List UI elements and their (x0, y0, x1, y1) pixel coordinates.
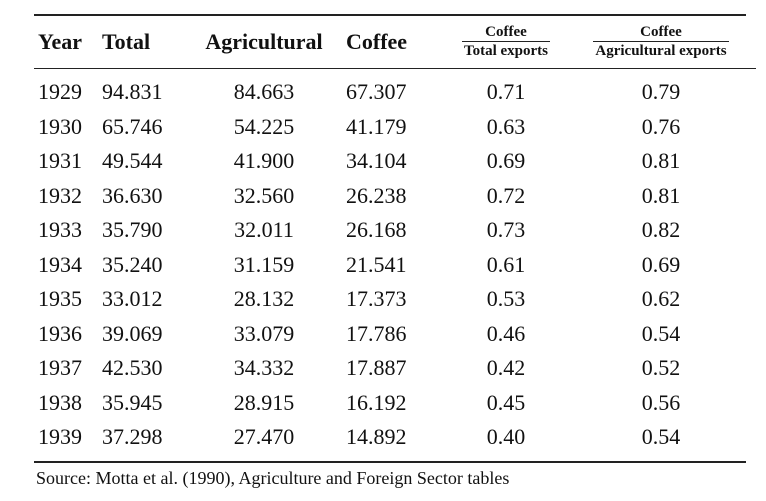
header-year: Year (38, 29, 82, 54)
cell-agricultural: 32.011 (234, 217, 294, 243)
cell-year: 1930 (38, 113, 82, 139)
fraction-coffee-agricultural: Coffee Agricultural exports (593, 23, 729, 59)
cell-coffee-total-ratio: 0.72 (486, 182, 526, 208)
cell-agricultural: 27.470 (233, 424, 295, 450)
table-row: 1937 42.530 34.332 17.887 0.42 0.52 (34, 351, 756, 386)
cell-coffee: 41.179 (346, 113, 407, 139)
cell-total: 94.831 (102, 79, 163, 105)
cell-total: 42.530 (102, 355, 163, 381)
cell-coffee-total-ratio: 0.40 (486, 424, 526, 450)
cell-coffee-agricultural-ratio: 0.79 (641, 79, 681, 105)
cell-coffee: 17.373 (346, 286, 407, 312)
table-row: 1930 65.746 54.225 41.179 0.63 0.76 (34, 110, 756, 145)
top-rule (34, 14, 746, 16)
table-row: 1938 35.945 28.915 16.192 0.45 0.56 (34, 386, 756, 421)
exports-table: Year Total Agricultural Coffee Coffee To… (34, 16, 756, 461)
cell-coffee-agricultural-ratio: 0.62 (641, 286, 681, 312)
cell-coffee: 17.786 (346, 320, 407, 346)
cell-agricultural: 31.159 (233, 251, 295, 277)
cell-year: 1937 (38, 355, 82, 381)
cell-agricultural: 28.915 (233, 389, 295, 415)
cell-coffee-agricultural-ratio: 0.54 (641, 320, 681, 346)
cell-year: 1938 (38, 389, 82, 415)
cell-coffee-total-ratio: 0.73 (486, 217, 526, 243)
cell-coffee-agricultural-ratio: 0.56 (641, 389, 681, 415)
cell-coffee: 16.192 (346, 389, 407, 415)
cell-total: 35.945 (102, 389, 163, 415)
bottom-rule (34, 460, 746, 463)
cell-agricultural: 28.132 (233, 286, 295, 312)
cell-coffee-total-ratio: 0.63 (486, 113, 526, 139)
cell-total: 37.298 (102, 424, 163, 450)
cell-year: 1932 (38, 182, 82, 208)
cell-coffee-agricultural-ratio: 0.81 (641, 148, 681, 174)
fraction-numerator: Coffee (640, 23, 682, 40)
cell-coffee: 26.168 (346, 217, 407, 243)
table-row: 1931 49.544 41.900 34.104 0.69 0.81 (34, 144, 756, 179)
cell-coffee-total-ratio: 0.69 (486, 148, 526, 174)
table-header: Year Total Agricultural Coffee Coffee To… (34, 16, 756, 69)
fraction-denominator: Total exports (461, 40, 551, 59)
cell-year: 1929 (38, 79, 82, 105)
cell-year: 1934 (38, 251, 82, 277)
header-coffee-total-ratio: Coffee Total exports (446, 16, 566, 68)
cell-coffee: 67.307 (346, 79, 407, 105)
cell-year: 1931 (38, 148, 82, 174)
cell-coffee-agricultural-ratio: 0.81 (641, 182, 681, 208)
header-coffee: Coffee (346, 29, 408, 54)
cell-coffee-total-ratio: 0.42 (486, 355, 526, 381)
table-row: 1933 35.790 32.011 26.168 0.73 0.82 (34, 213, 756, 248)
cell-coffee-total-ratio: 0.46 (486, 320, 526, 346)
cell-agricultural: 41.900 (233, 148, 295, 174)
fraction-numerator: Coffee (485, 23, 527, 40)
table-row: 1934 35.240 31.159 21.541 0.61 0.69 (34, 248, 756, 283)
fraction-denominator: Agricultural exports (593, 40, 729, 59)
exports-table-container: Year Total Agricultural Coffee Coffee To… (34, 14, 756, 463)
cell-total: 36.630 (102, 182, 163, 208)
header-coffee-agricultural-ratio: Coffee Agricultural exports (566, 16, 756, 68)
source-note: Source: Motta et al. (1990), Agriculture… (36, 468, 510, 488)
header-rule (34, 68, 756, 69)
cell-coffee: 21.541 (346, 251, 407, 277)
cell-total: 35.790 (102, 217, 163, 243)
cell-year: 1936 (38, 320, 82, 346)
cell-total: 39.069 (102, 320, 163, 346)
header-agricultural: Agricultural (205, 29, 323, 54)
cell-total: 33.012 (102, 286, 163, 312)
cell-agricultural: 32.560 (233, 182, 295, 208)
cell-agricultural: 33.079 (233, 320, 295, 346)
cell-total: 65.746 (102, 113, 163, 139)
cell-coffee-agricultural-ratio: 0.82 (641, 217, 681, 243)
cell-coffee: 34.104 (346, 148, 407, 174)
table-row: 1936 39.069 33.079 17.786 0.46 0.54 (34, 317, 756, 352)
cell-coffee: 26.238 (346, 182, 407, 208)
cell-coffee-total-ratio: 0.53 (486, 286, 526, 312)
cell-coffee-total-ratio: 0.71 (486, 79, 526, 105)
cell-total: 49.544 (102, 148, 163, 174)
cell-agricultural: 84.663 (233, 79, 295, 105)
header-row: Year Total Agricultural Coffee Coffee To… (34, 16, 756, 68)
cell-coffee-agricultural-ratio: 0.54 (641, 424, 681, 450)
cell-coffee-total-ratio: 0.45 (486, 389, 526, 415)
cell-year: 1939 (38, 424, 82, 450)
cell-coffee-agricultural-ratio: 0.76 (641, 113, 681, 139)
cell-agricultural: 54.225 (233, 113, 295, 139)
cell-year: 1933 (38, 217, 82, 243)
cell-coffee-agricultural-ratio: 0.52 (641, 355, 681, 381)
table-row: 1935 33.012 28.132 17.373 0.53 0.62 (34, 282, 756, 317)
cell-year: 1935 (38, 286, 82, 312)
table-row: 1932 36.630 32.560 26.238 0.72 0.81 (34, 179, 756, 214)
cell-total: 35.240 (102, 251, 163, 277)
cell-coffee: 14.892 (346, 424, 407, 450)
cell-coffee: 17.887 (346, 355, 407, 381)
cell-agricultural: 34.332 (233, 355, 295, 381)
cell-coffee-total-ratio: 0.61 (486, 251, 526, 277)
header-total: Total (102, 29, 151, 54)
table-row: 1939 37.298 27.470 14.892 0.40 0.54 (34, 420, 756, 461)
fraction-coffee-total: Coffee Total exports (461, 23, 551, 59)
table-body: 1929 94.831 84.663 67.307 0.71 0.79 1930 65.746… (34, 69, 756, 461)
table-row: 1929 94.831 84.663 67.307 0.71 0.79 (34, 69, 756, 110)
cell-coffee-agricultural-ratio: 0.69 (641, 251, 681, 277)
